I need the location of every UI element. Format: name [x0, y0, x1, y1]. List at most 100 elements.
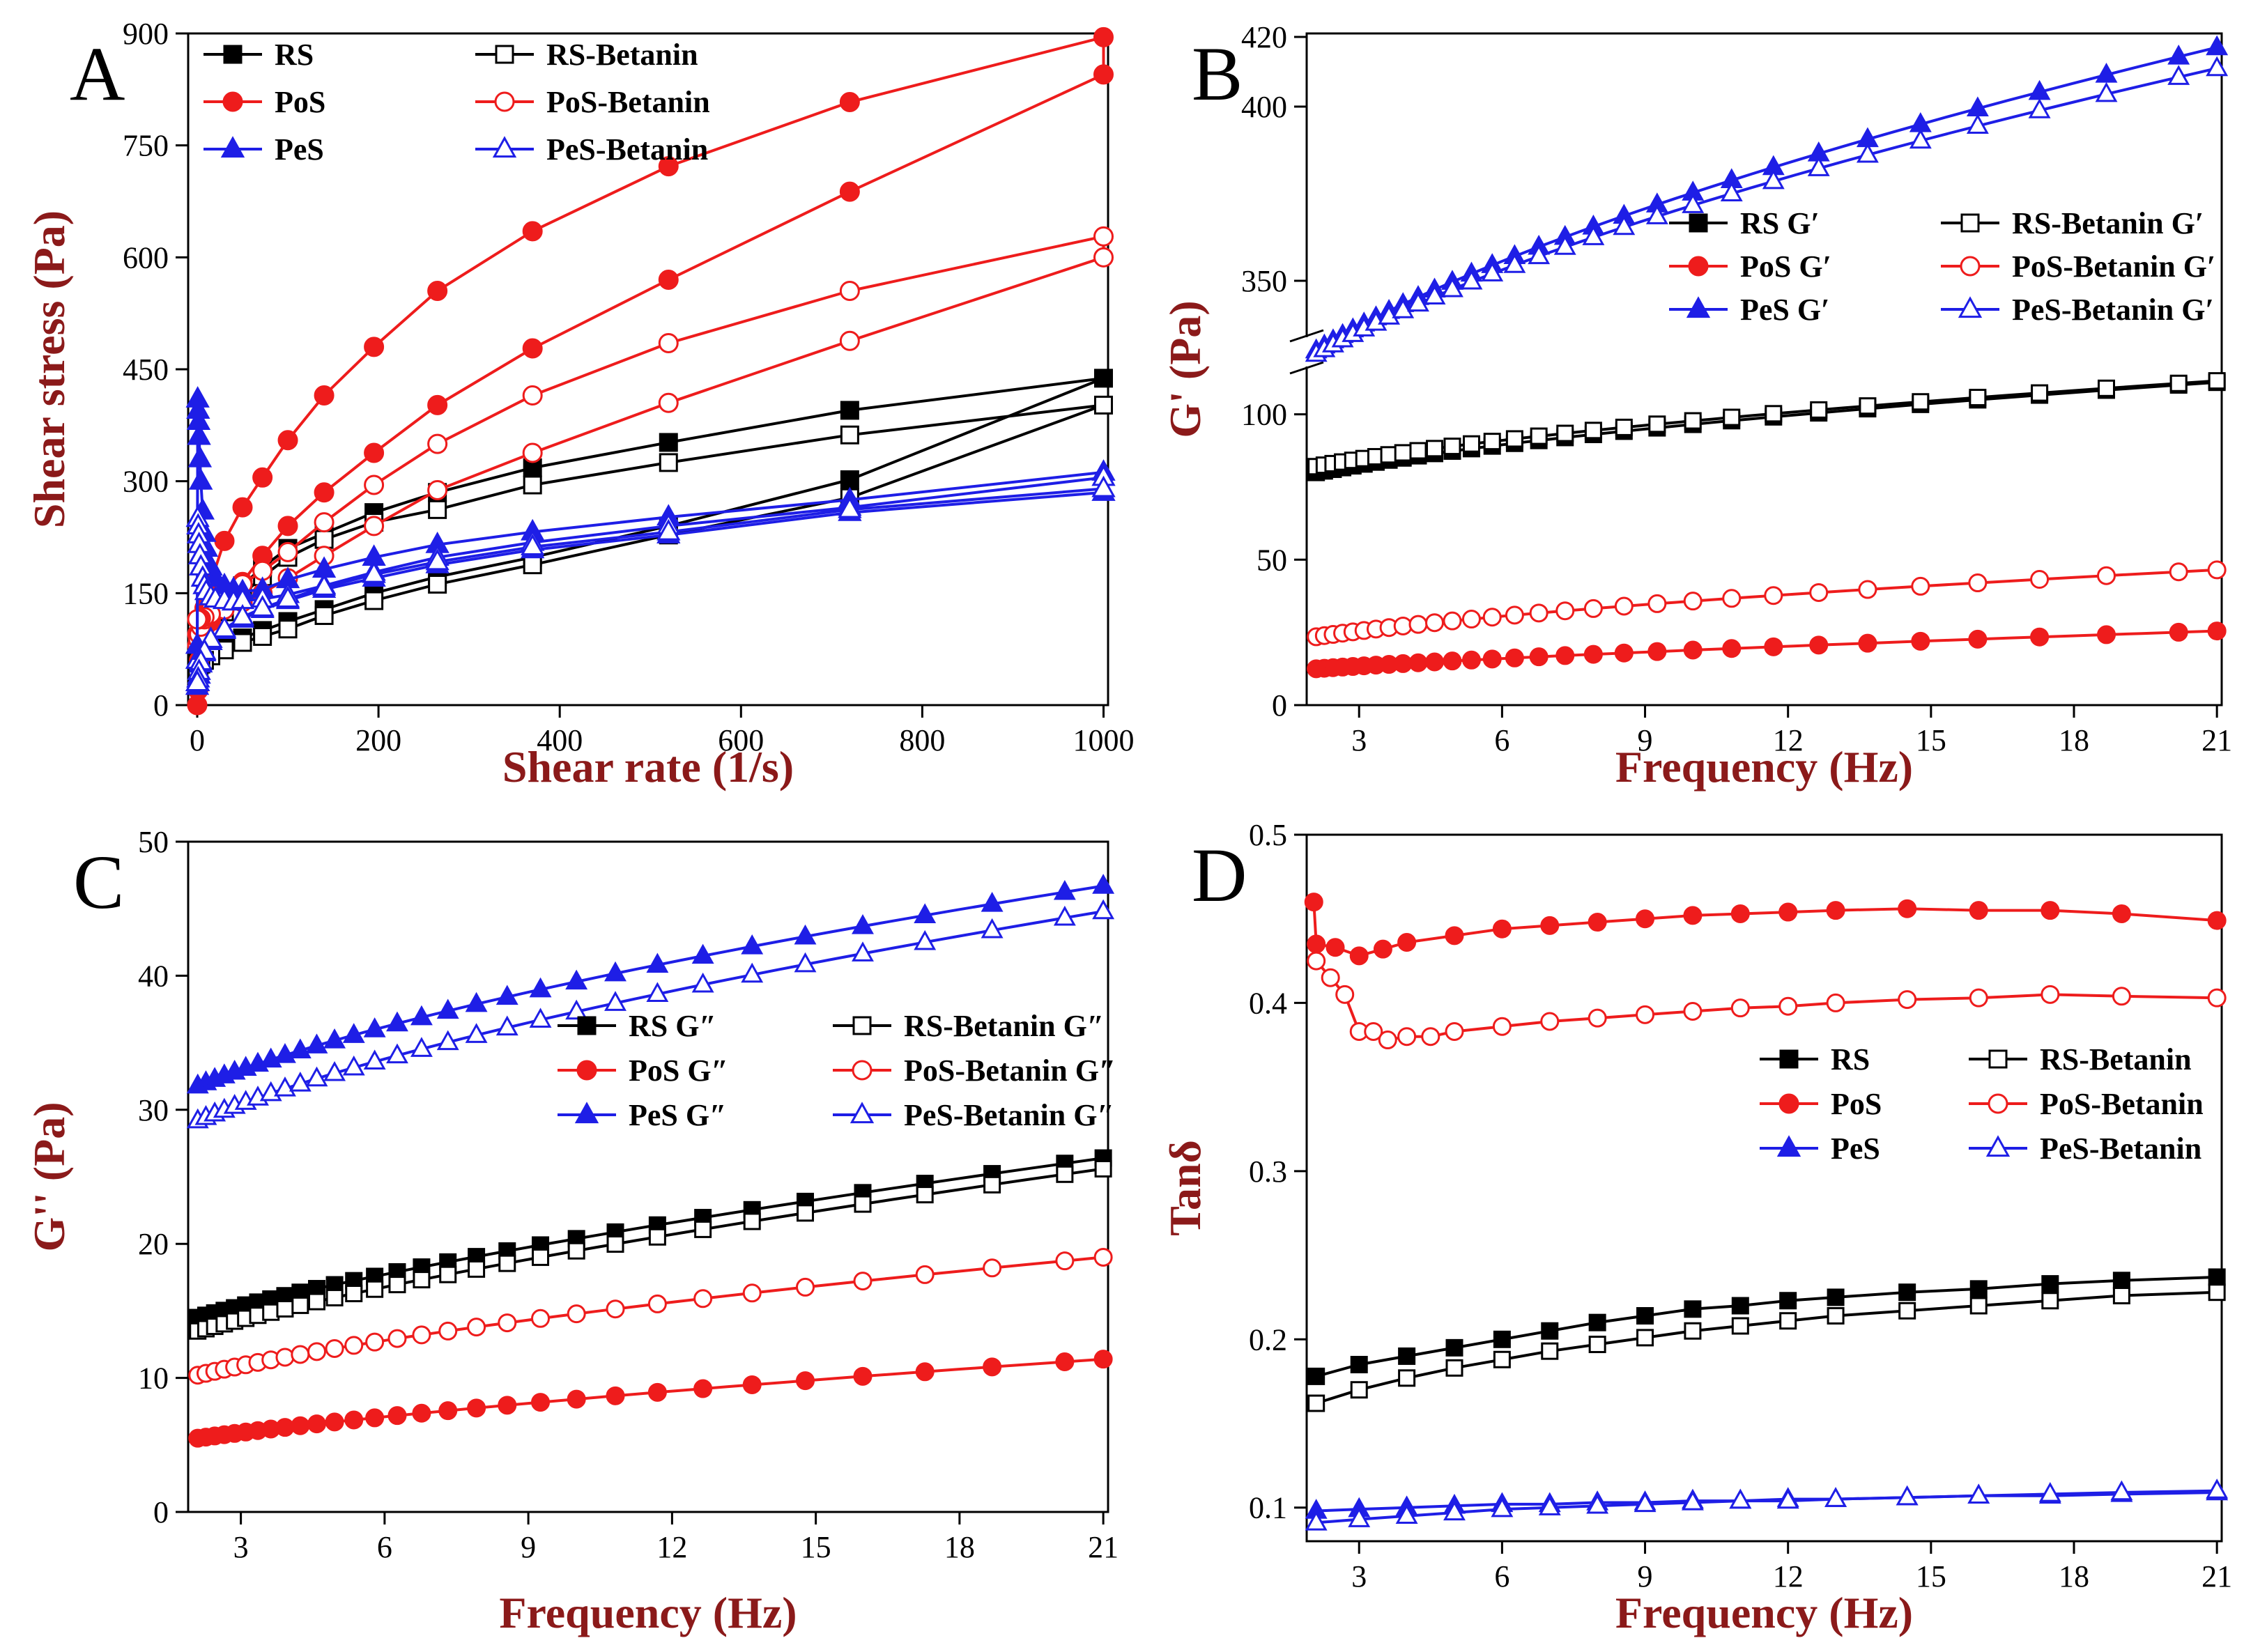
series-pos-betanin: [1307, 951, 2227, 1050]
legend-marker: [492, 136, 517, 158]
data-point: [1583, 599, 1603, 618]
x-axis-title: Frequency (Hz): [499, 1588, 797, 1637]
data-point: [983, 1175, 1001, 1194]
data-point: [1968, 573, 1988, 593]
data-point: [1556, 424, 1574, 442]
data-point: [2096, 566, 2116, 585]
legend-label: RS: [1831, 1042, 1870, 1076]
series-pes-betanin: [1305, 1479, 2229, 1531]
data-point: [852, 941, 874, 962]
data-point: [1307, 1367, 1325, 1385]
data-point: [1392, 298, 1415, 318]
data-point: [523, 475, 542, 495]
legend-label: PoS-Betanin G′: [2012, 249, 2215, 284]
data-point: [2038, 1481, 2061, 1502]
data-point: [1093, 1350, 1113, 1369]
data-point: [323, 1028, 346, 1049]
data-point: [1779, 1292, 1797, 1310]
data-point: [691, 943, 714, 964]
legend-label: PoS G″: [629, 1053, 728, 1088]
legend-entry: PeS-Betanin: [1969, 1132, 2201, 1166]
data-point: [2206, 1479, 2229, 1499]
data-point: [2208, 1283, 2226, 1302]
data-point: [1092, 899, 1115, 920]
data-point: [2207, 911, 2227, 930]
series-pos-betanin-g-: [1307, 560, 2227, 647]
y-tick-label: 600: [123, 240, 169, 275]
x-tick-label: 15: [1916, 1559, 1946, 1593]
data-point: [1898, 1283, 1916, 1302]
legend-marker: [1988, 1093, 2008, 1114]
data-point: [1378, 1030, 1397, 1050]
data-point: [529, 1008, 552, 1028]
series-pos-g-: [1307, 622, 2227, 679]
data-point: [1969, 988, 1988, 1008]
data-point: [438, 1401, 458, 1421]
data-point: [2110, 1480, 2133, 1501]
legend-marker: [1985, 1135, 2011, 1157]
data-point: [1492, 919, 1512, 939]
data-point: [365, 1332, 385, 1352]
data-point: [1394, 444, 1412, 462]
data-point: [914, 929, 937, 950]
data-point: [438, 1321, 458, 1341]
legend-entry: PeS-Betanin G′: [1941, 293, 2214, 327]
data-point: [1858, 633, 1877, 653]
legend-label: PoS G′: [1740, 249, 1831, 284]
data-point: [1582, 225, 1605, 245]
legend-marker: [1988, 1049, 2008, 1069]
data-point: [2206, 35, 2229, 56]
data-point: [1094, 1159, 1112, 1178]
data-point: [914, 903, 937, 923]
data-point: [1445, 1338, 1463, 1357]
data-point: [1723, 408, 1741, 426]
y-tick-label: 100: [1241, 398, 1287, 432]
data-point: [230, 603, 255, 626]
data-point: [1647, 642, 1667, 661]
panel-letter: A: [70, 31, 125, 116]
data-point: [1350, 1381, 1368, 1399]
x-tick-label: 400: [537, 723, 583, 757]
series-pos-betanin: [187, 226, 1114, 656]
data-point: [345, 1285, 363, 1303]
legend-label: RS-Betanin: [2040, 1042, 2192, 1076]
data-point: [1505, 605, 1524, 625]
data-point: [797, 1204, 815, 1222]
series-pos-betanin-g-: [188, 1247, 1113, 1385]
data-point: [1966, 114, 1989, 134]
data-point: [253, 626, 272, 646]
data-point: [1720, 181, 1743, 202]
data-point: [1827, 1306, 1845, 1325]
series-pes-betanin: [185, 464, 1116, 691]
data-point: [1731, 1317, 1749, 1335]
y-tick-label: 50: [1257, 543, 1287, 577]
legend-label: PeS: [275, 132, 324, 167]
data-point: [1896, 1485, 1919, 1506]
data-point: [467, 1318, 486, 1337]
data-point: [277, 430, 298, 451]
legend-label: PoS: [275, 85, 325, 119]
data-point: [305, 1066, 328, 1087]
data-point: [604, 961, 627, 982]
data-point: [693, 1379, 713, 1398]
data-point: [2169, 374, 2188, 392]
data-point: [1969, 389, 1987, 407]
legend-marker: [494, 91, 515, 112]
x-tick-label: 6: [377, 1530, 392, 1564]
data-point: [1529, 647, 1548, 667]
data-point: [2096, 625, 2116, 644]
data-point: [233, 633, 252, 652]
data-point: [1093, 226, 1114, 247]
panel-b: B Frequency (Hz) G' (Pa) 3 6 9 12 15 18 21 0 50 100 3…: [1160, 20, 2232, 792]
data-point: [187, 445, 213, 468]
data-point: [658, 156, 679, 177]
y-tick-label: 350: [1241, 264, 1287, 298]
data-point: [648, 1228, 666, 1246]
legend-entry: RS: [203, 38, 314, 72]
data-point: [1683, 592, 1703, 611]
data-point: [532, 1248, 550, 1266]
data-point: [2041, 901, 2060, 920]
panel-a: A Shear rate (1/s) Shear stress (Pa) 0 200 40…: [24, 17, 1134, 792]
data-point: [522, 442, 543, 463]
data-point: [1634, 1492, 1657, 1513]
